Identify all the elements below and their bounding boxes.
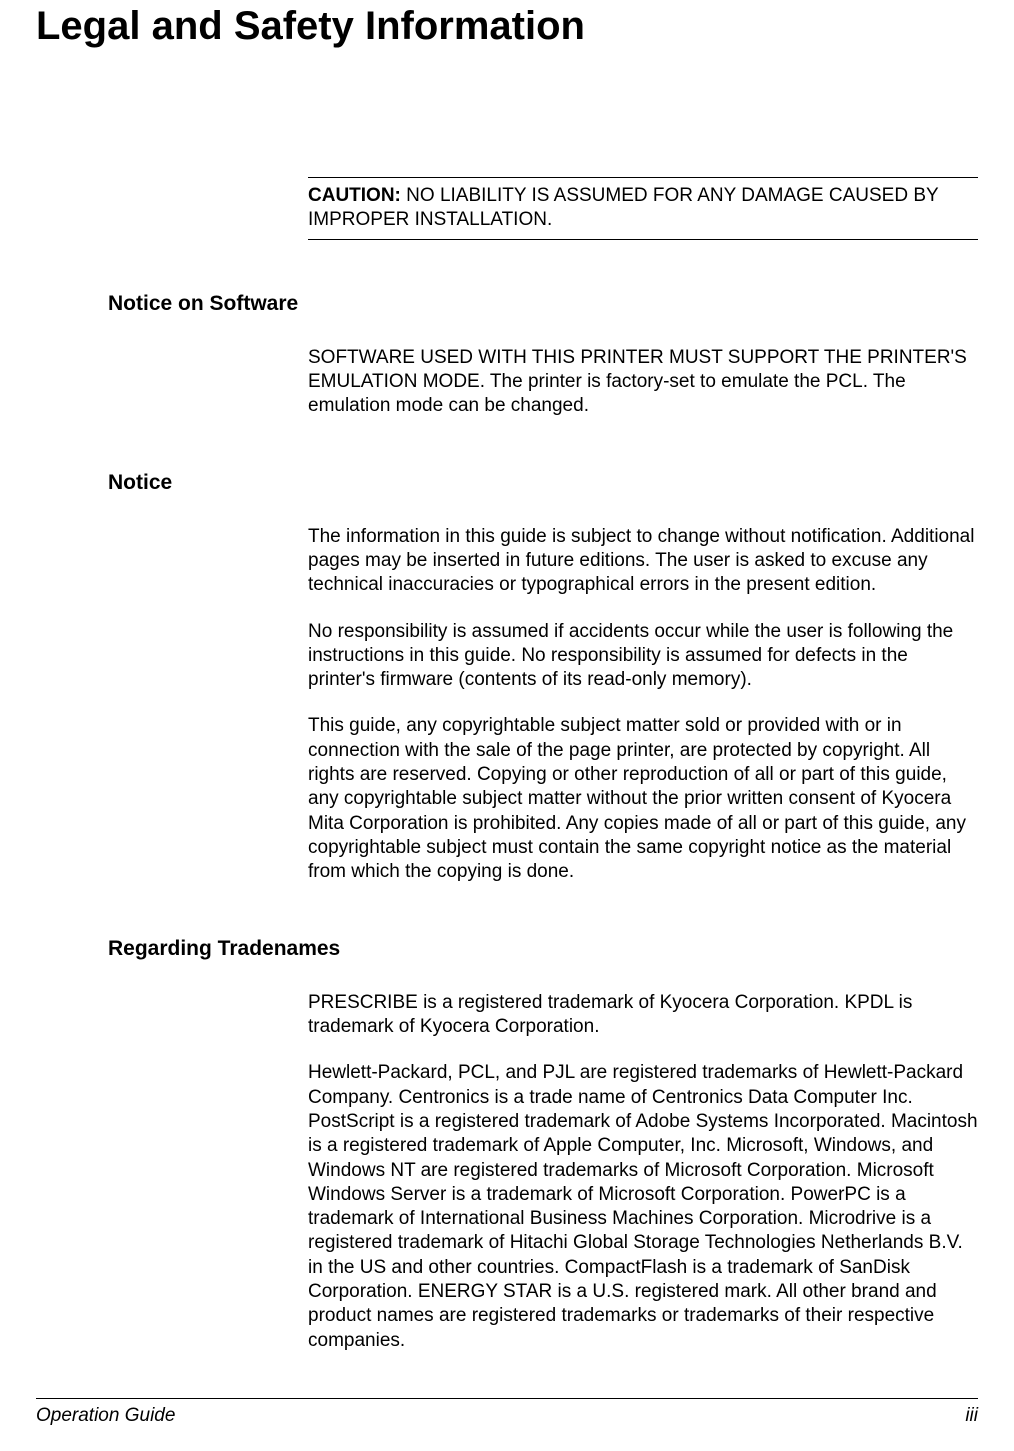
- paragraph: This guide, any copyrightable subject ma…: [308, 714, 978, 884]
- page-title: Legal and Safety Information: [36, 0, 978, 49]
- paragraph: The information in this guide is subject…: [308, 525, 978, 598]
- block-notice-software: SOFTWARE USED WITH THIS PRINTER MUST SUP…: [308, 346, 978, 419]
- block-notice: The information in this guide is subject…: [308, 525, 978, 885]
- document-page: Legal and Safety Information CAUTION: NO…: [0, 0, 1014, 1451]
- paragraph: SOFTWARE USED WITH THIS PRINTER MUST SUP…: [308, 346, 978, 419]
- heading-notice: Notice: [108, 471, 978, 495]
- caution-label: CAUTION:: [308, 185, 401, 206]
- paragraph: Hewlett-Packard, PCL, and PJL are regist…: [308, 1061, 978, 1353]
- heading-notice-software: Notice on Software: [108, 292, 978, 316]
- heading-tradenames: Regarding Tradenames: [108, 937, 978, 961]
- caution-text: CAUTION: NO LIABILITY IS ASSUMED FOR ANY…: [308, 184, 978, 233]
- footer-left: Operation Guide: [36, 1405, 175, 1427]
- caution-body: NO LIABILITY IS ASSUMED FOR ANY DAMAGE C…: [308, 185, 938, 230]
- page-footer: Operation Guide iii: [36, 1398, 978, 1427]
- caution-box: CAUTION: NO LIABILITY IS ASSUMED FOR ANY…: [308, 177, 978, 240]
- paragraph: No responsibility is assumed if accident…: [308, 620, 978, 693]
- footer-right: iii: [965, 1405, 978, 1427]
- block-tradenames: PRESCRIBE is a registered trademark of K…: [308, 991, 978, 1353]
- paragraph: PRESCRIBE is a registered trademark of K…: [308, 991, 978, 1040]
